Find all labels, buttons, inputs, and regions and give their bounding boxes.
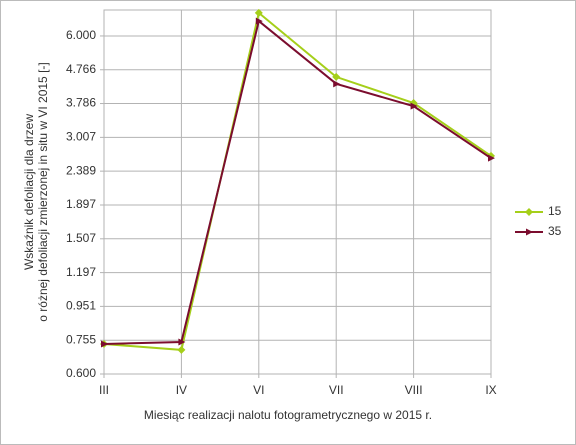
y-tick-label: 1.507 xyxy=(66,231,96,245)
y-tick-label: 3.786 xyxy=(66,96,96,110)
y-axis-label: o różnej defoliacji zmierzonej in situ w… xyxy=(36,62,50,321)
x-tick-label: VIII xyxy=(405,383,423,397)
x-tick-label: VII xyxy=(329,383,344,397)
legend-label: 15 xyxy=(548,204,562,218)
y-tick-label: 0.951 xyxy=(66,299,96,313)
series-line xyxy=(103,11,492,351)
point-marker xyxy=(177,345,186,354)
x-tick-label: IX xyxy=(485,383,496,397)
y-tick-label: 4.766 xyxy=(66,62,96,76)
legend-marker xyxy=(525,208,533,216)
point-marker xyxy=(255,17,263,25)
point-marker xyxy=(333,80,341,88)
x-tick-label: VI xyxy=(253,383,264,397)
point-marker xyxy=(178,338,186,346)
y-tick-label: 1.197 xyxy=(66,265,96,279)
point-marker xyxy=(101,340,108,348)
y-axis-label: Wskaźnik defoliacji dla drzew xyxy=(22,114,36,270)
legend-label: 35 xyxy=(548,224,562,238)
point-marker xyxy=(410,102,418,110)
point-marker xyxy=(488,154,495,162)
y-tick-label: 2.389 xyxy=(66,163,96,177)
x-tick-label: III xyxy=(99,383,109,397)
y-tick-label: 0.755 xyxy=(66,332,96,346)
series-line xyxy=(103,19,492,346)
x-tick-label: IV xyxy=(176,383,187,397)
x-axis-label: Miesiąc realizacji nalotu fotogrametrycz… xyxy=(144,408,432,422)
y-tick-label: 1.897 xyxy=(66,197,96,211)
y-tick-label: 6.000 xyxy=(66,28,96,42)
point-marker xyxy=(254,8,263,17)
y-tick-label: 0.600 xyxy=(66,366,96,380)
y-tick-label: 3.007 xyxy=(66,130,96,144)
point-marker xyxy=(332,72,341,81)
legend-marker xyxy=(526,228,533,236)
